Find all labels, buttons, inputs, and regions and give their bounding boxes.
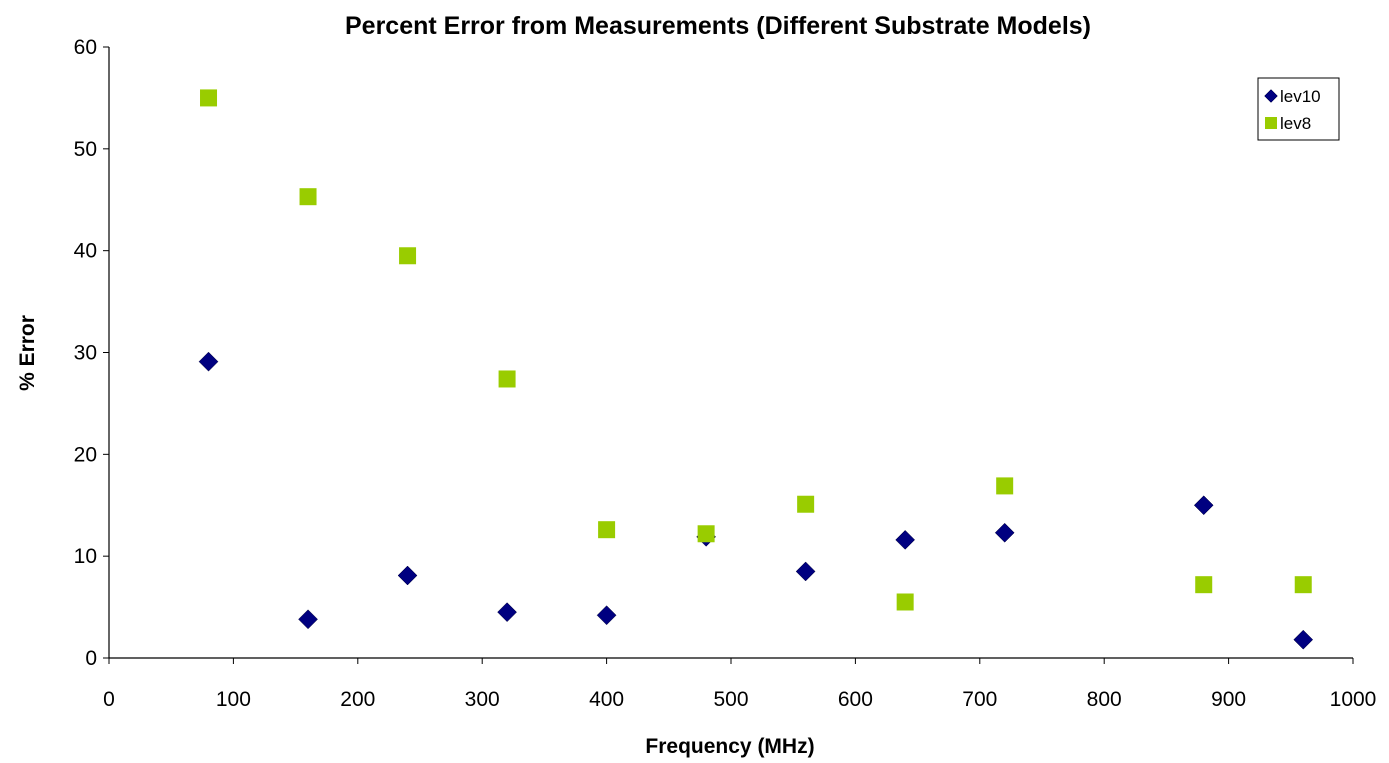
data-point-lev10 (198, 351, 219, 372)
data-points (198, 89, 1314, 650)
legend-marker-lev10 (1264, 89, 1278, 103)
y-tick-label: 20 (74, 443, 97, 466)
data-point-lev10 (795, 561, 816, 582)
data-point-lev8 (896, 593, 914, 611)
plot-area (108, 47, 1353, 659)
legend-box (1257, 77, 1340, 141)
data-point-lev8 (1294, 576, 1312, 594)
data-point-lev10 (1293, 629, 1314, 650)
legend-label-lev10: lev10 (1280, 87, 1321, 106)
data-point-lev10 (298, 609, 318, 630)
data-point-lev10 (497, 602, 517, 623)
data-point-lev8 (1195, 576, 1213, 594)
x-tick-label: 300 (465, 688, 500, 711)
series-lev8 (200, 89, 1312, 611)
data-point-lev8 (498, 370, 516, 388)
legend-label-lev8: lev8 (1280, 114, 1311, 133)
data-point-lev10 (1193, 495, 1214, 516)
x-axis-label: Frequency (MHz) (645, 735, 814, 758)
y-tick-label: 60 (74, 36, 97, 59)
data-point-lev8 (399, 247, 417, 265)
chart-title: Percent Error from Measurements (Differe… (345, 12, 1091, 40)
x-tick-label: 100 (216, 688, 251, 711)
x-tick-label: 900 (1211, 688, 1246, 711)
x-tick-label: 600 (838, 688, 873, 711)
x-tick-label: 700 (962, 688, 997, 711)
y-tick-label: 0 (85, 647, 97, 670)
x-tick-label: 800 (1087, 688, 1122, 711)
x-tick-label: 1000 (1330, 688, 1377, 711)
x-tick-label: 400 (589, 688, 624, 711)
data-point-lev8 (996, 477, 1014, 495)
y-tick-label: 40 (74, 240, 97, 263)
x-tick-label: 500 (713, 688, 748, 711)
data-point-lev10 (994, 522, 1015, 543)
y-tick-label: 30 (74, 342, 97, 365)
x-axis: 0 100 200 300 400 500 600 700 800 900 1000 (103, 658, 1376, 711)
data-point-lev8 (697, 525, 715, 543)
data-point-lev8 (797, 495, 815, 513)
y-axis-label: % Error (16, 315, 39, 391)
legend-marker-lev8 (1265, 117, 1277, 129)
series-lev10 (198, 351, 1314, 650)
x-tick-label: 200 (340, 688, 375, 711)
data-point-lev10 (397, 565, 418, 586)
y-tick-label: 10 (74, 545, 97, 568)
data-point-lev10 (596, 605, 617, 626)
legend: lev10 lev8 (1257, 77, 1340, 141)
data-point-lev10 (895, 530, 916, 550)
x-tick-label: 0 (103, 688, 115, 711)
y-axis: 0 10 20 30 40 50 60 (74, 36, 109, 670)
data-point-lev8 (598, 521, 616, 539)
y-tick-label: 50 (74, 138, 97, 161)
data-point-lev8 (200, 89, 218, 107)
data-point-lev8 (299, 188, 317, 206)
